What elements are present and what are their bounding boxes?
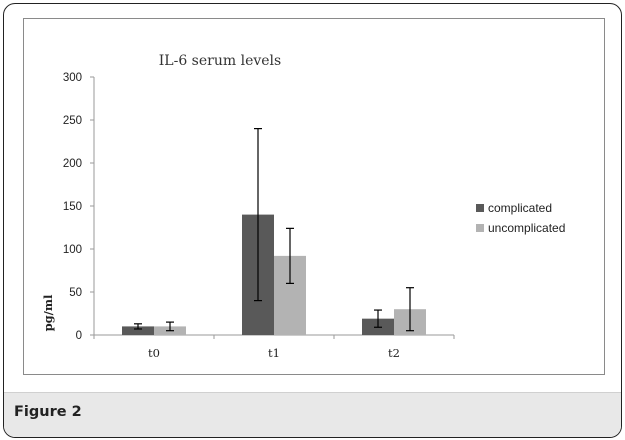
caption-bar: Figure 2 (4, 392, 621, 437)
y-tick-label: 50 (69, 287, 82, 299)
y-tick-label: 0 (76, 330, 82, 342)
legend-swatch-complicated (476, 204, 484, 212)
legend-label-complicated: complicated (488, 201, 552, 215)
figure-frame: IL-6 serum levels 0 50 100 150 200 250 300 pg/ml… (3, 3, 622, 438)
chart-area: IL-6 serum levels 0 50 100 150 200 250 300 pg/ml… (23, 18, 605, 375)
x-tick-label: t0 (148, 346, 160, 360)
y-tick-label: 150 (63, 201, 82, 213)
y-axis-label: pg/ml (41, 294, 55, 331)
y-tick-label: 300 (63, 72, 82, 84)
y-tick-label: 200 (63, 158, 82, 170)
x-tick-label: t1 (268, 346, 280, 360)
bar-chart: IL-6 serum levels 0 50 100 150 200 250 300 pg/ml… (41, 53, 565, 360)
legend-swatch-uncomplicated (476, 224, 484, 232)
chart-title: IL-6 serum levels (159, 53, 281, 69)
x-tick-label: t2 (388, 346, 400, 360)
legend-label-uncomplicated: uncomplicated (488, 221, 565, 235)
y-tick-label: 100 (63, 244, 82, 256)
y-tick-label: 250 (63, 115, 82, 127)
bar-complicated (122, 326, 154, 335)
figure-caption: Figure 2 (14, 404, 82, 420)
